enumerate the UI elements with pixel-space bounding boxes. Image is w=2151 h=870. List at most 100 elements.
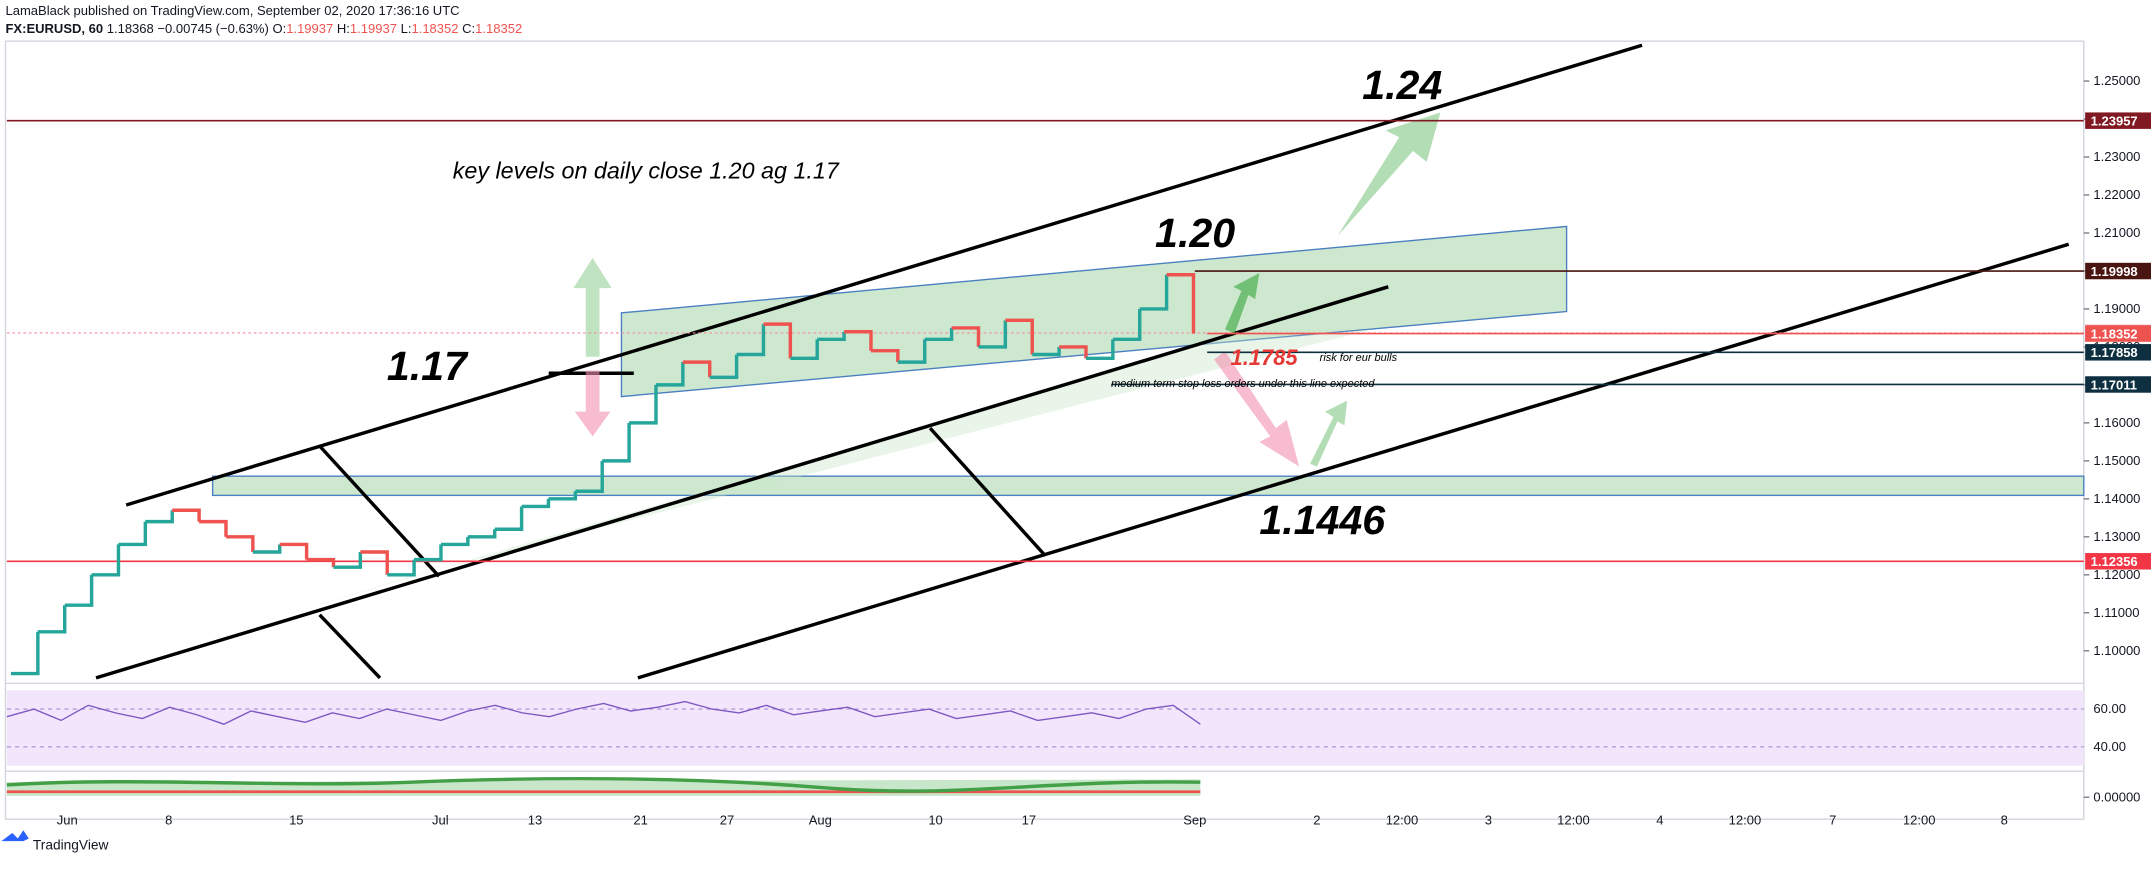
price-step [978, 320, 1008, 349]
trend-line [95, 285, 1389, 680]
price-step [37, 605, 67, 634]
x-tick-label: 13 [528, 813, 542, 828]
rsi-line [6, 700, 1201, 725]
price-step [1032, 346, 1061, 357]
price-step [1112, 308, 1142, 342]
y-tick-label: 1.19000 [2093, 301, 2140, 316]
annotation: key levels on daily close 1.20 ag 1.17 [453, 157, 840, 183]
footer: TradingView [33, 837, 109, 852]
ohlc-label: L: [401, 21, 412, 36]
trend-line [318, 613, 382, 680]
y-tick-label: 1.22000 [2093, 187, 2140, 202]
change: −0.00745 (−0.63%) [157, 21, 268, 36]
x-tick-label: Sep [1183, 813, 1206, 828]
ohlc-label: O: [272, 21, 286, 36]
frame [4, 40, 2085, 820]
x-tick-label: 21 [633, 813, 647, 828]
ohlc-label: H: [337, 21, 350, 36]
price-step [924, 327, 954, 342]
annotation: 1.1785 [1231, 345, 1299, 370]
price-step [655, 362, 685, 387]
x-tick-label: Jul [432, 813, 449, 828]
price-step [790, 339, 819, 361]
x-tick-label: 12:00 [1903, 813, 1936, 828]
price-step [10, 631, 40, 676]
price-label-box [2085, 262, 2151, 280]
x-tick-label: Jun [57, 813, 78, 828]
x-tick-label: Aug [809, 813, 832, 828]
x-tick-label: 10 [928, 813, 942, 828]
y-tick-label: 1.11000 [2093, 605, 2139, 620]
annotation: 1.20 [1155, 210, 1235, 256]
trend-line [928, 426, 1047, 557]
logo [1, 830, 29, 842]
y-tick-label: 1.21000 [2093, 225, 2140, 240]
price-step [172, 508, 201, 522]
x-tick-label: 8 [165, 813, 172, 828]
price-step [897, 339, 927, 364]
price-label-box [2085, 325, 2151, 342]
price-label: 1.23957 [2091, 113, 2138, 128]
ohlc-value: 1.19937 [350, 21, 397, 36]
y-tick-label: 1.25000 [2093, 73, 2140, 88]
arrow [573, 257, 612, 357]
arrow [1225, 273, 1260, 334]
price-step [548, 491, 578, 501]
price-label: 1.17858 [2091, 345, 2138, 360]
price-step [1166, 273, 1196, 334]
price-step [494, 506, 524, 531]
y-tick-label: 1.14000 [2093, 491, 2140, 506]
price-step [951, 326, 981, 347]
arrow [574, 370, 611, 437]
x-tick-label: 17 [1022, 813, 1036, 828]
price-step [306, 557, 336, 568]
price-label-box [2085, 376, 2151, 393]
price-step [145, 510, 174, 524]
annotation: 1.1446 [1259, 497, 1386, 543]
annotation: medium term stop loss orders under this … [1111, 378, 1375, 390]
price-step [1139, 274, 1169, 311]
y-tick-label: 1.10000 [2093, 643, 2140, 658]
price-step [1059, 345, 1088, 359]
price-step [870, 349, 900, 363]
price-step [387, 559, 416, 577]
price-step [467, 529, 497, 539]
y-tick-label: 40.00 [2093, 739, 2126, 754]
price-label-box [2085, 553, 2151, 570]
price-label: 1.17011 [2091, 377, 2137, 392]
price-step [602, 422, 631, 463]
last: 1.18368 [107, 21, 154, 36]
price-step [763, 322, 793, 359]
y-tick-label: 1.23000 [2093, 149, 2140, 164]
trend-line [125, 43, 1643, 507]
ohlc-label: C: [462, 21, 475, 36]
price-step [279, 542, 309, 560]
annotation: risk for eur bulls [1320, 352, 1398, 364]
price-step [709, 354, 739, 380]
ohlc-value: 1.19937 [286, 21, 333, 36]
y-tick-label: 60.00 [2093, 701, 2126, 716]
price-step [1005, 318, 1034, 355]
price-step [118, 521, 148, 547]
y-tick-label: 1.13000 [2093, 529, 2140, 544]
price-step [225, 535, 255, 553]
price-step [252, 544, 282, 554]
rsi-band [6, 690, 2084, 766]
header-author: LamaBlack published on TradingView.com, … [5, 3, 459, 18]
price-step [360, 550, 389, 575]
x-tick-label: 12:00 [1386, 813, 1419, 828]
price-step [440, 536, 470, 547]
price-label-box [2085, 112, 2151, 129]
price-label: 1.18352 [2091, 326, 2138, 341]
x-tick-label: 4 [1656, 813, 1663, 828]
macd-line [6, 776, 1201, 793]
x-tick-label: 27 [720, 813, 734, 828]
symbol: FX:EURUSD, 60 [5, 21, 103, 36]
price-step [736, 324, 766, 357]
price-label: 1.12356 [2091, 554, 2138, 569]
price-step [844, 330, 873, 351]
y-tick-label: 0.00000 [2093, 789, 2140, 804]
price-step [629, 384, 658, 425]
x-tick-label: 2 [1313, 813, 1320, 828]
